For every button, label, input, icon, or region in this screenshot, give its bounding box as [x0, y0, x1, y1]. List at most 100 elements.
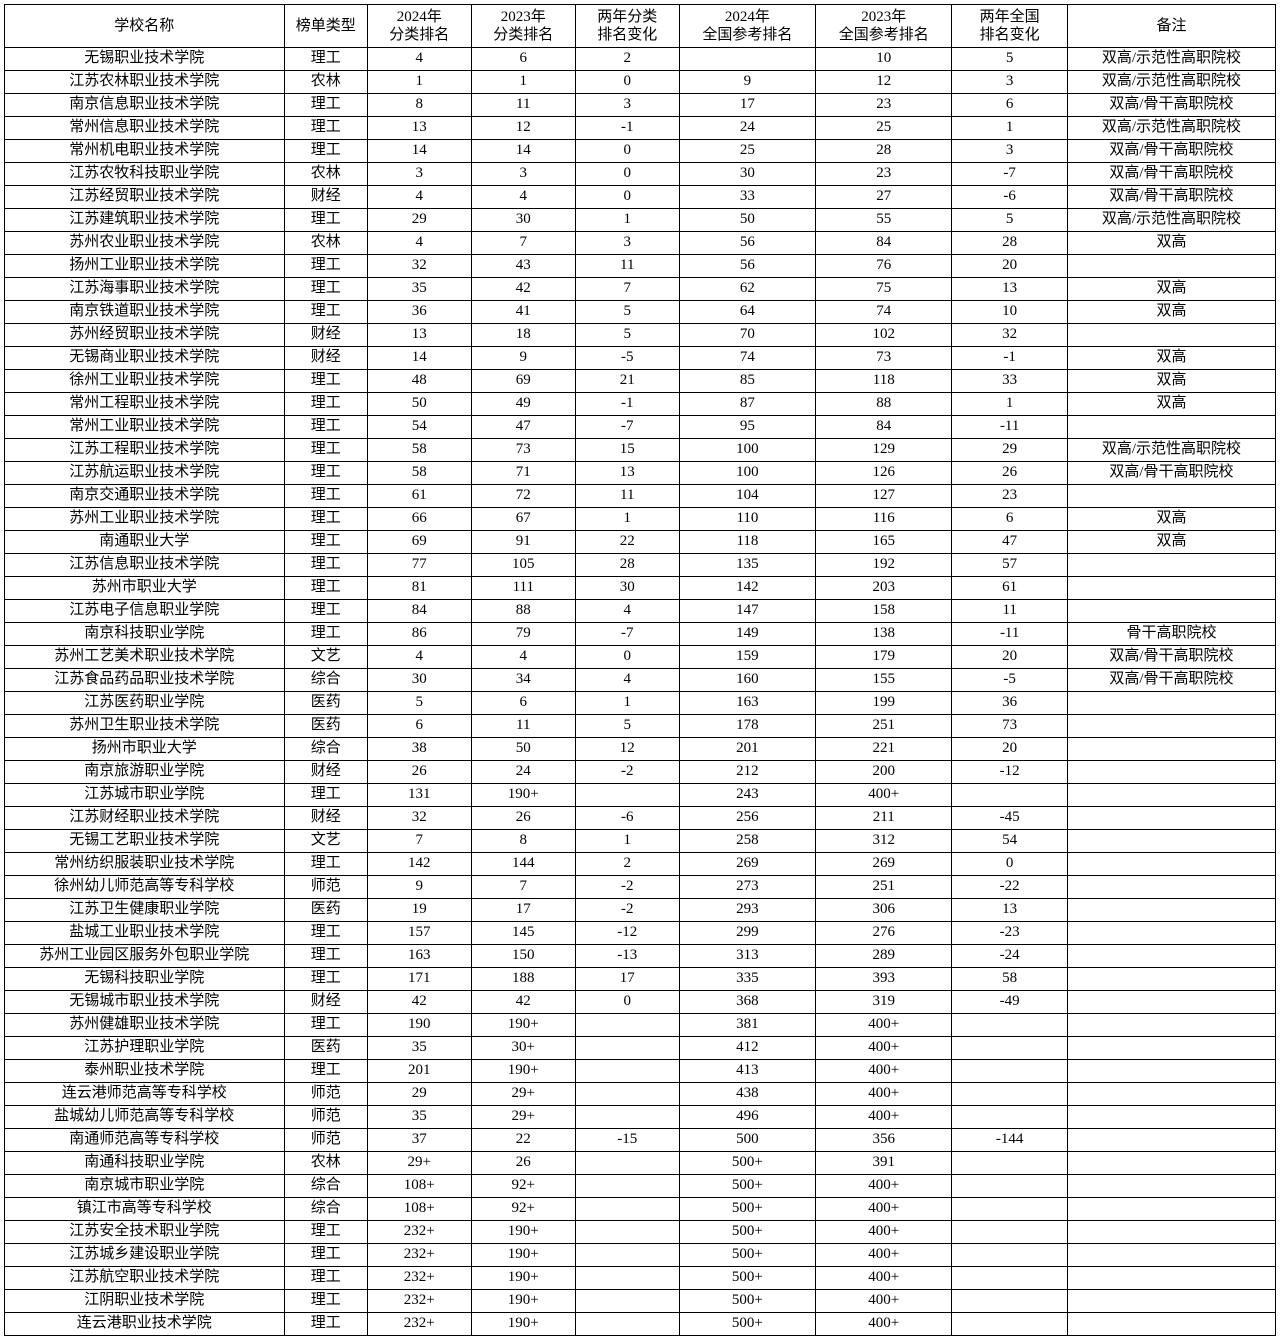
cell-school: 江苏城乡建设职业学院 — [5, 1244, 285, 1267]
cell-r2024nat: 438 — [679, 1083, 815, 1106]
cell-r2024cat: 32 — [367, 255, 471, 278]
cell-natdelta: 6 — [952, 508, 1068, 531]
cell-catdelta — [575, 1014, 679, 1037]
cell-school: 苏州卫生职业技术学院 — [5, 715, 285, 738]
cell-school: 江苏航运职业技术学院 — [5, 462, 285, 485]
cell-r2024nat: 56 — [679, 255, 815, 278]
cell-catdelta: 17 — [575, 968, 679, 991]
cell-school: 常州纺织服装职业技术学院 — [5, 853, 285, 876]
cell-type: 理工 — [284, 1221, 367, 1244]
cell-r2024nat: 110 — [679, 508, 815, 531]
cell-natdelta: -22 — [952, 876, 1068, 899]
cell-note: 双高/示范性高职院校 — [1067, 439, 1275, 462]
cell-school: 江苏电子信息职业学院 — [5, 600, 285, 623]
table-row: 江苏航空职业技术学院理工232+190+500+400+ — [5, 1267, 1276, 1290]
cell-r2023cat: 42 — [471, 278, 575, 301]
cell-r2023nat: 211 — [816, 807, 952, 830]
cell-r2023cat: 145 — [471, 922, 575, 945]
cell-type: 医药 — [284, 692, 367, 715]
cell-catdelta: 3 — [575, 94, 679, 117]
cell-note: 双高 — [1067, 531, 1275, 554]
cell-r2024cat: 26 — [367, 761, 471, 784]
cell-catdelta: 13 — [575, 462, 679, 485]
cell-r2024cat: 201 — [367, 1060, 471, 1083]
cell-school: 苏州工艺美术职业技术学院 — [5, 646, 285, 669]
table-row: 盐城工业职业技术学院理工157145-12299276-23 — [5, 922, 1276, 945]
cell-r2023nat: 400+ — [816, 784, 952, 807]
cell-natdelta — [952, 1037, 1068, 1060]
cell-school: 南通科技职业学院 — [5, 1152, 285, 1175]
cell-r2024nat: 299 — [679, 922, 815, 945]
cell-r2024cat: 8 — [367, 94, 471, 117]
cell-note — [1067, 784, 1275, 807]
cell-type: 理工 — [284, 531, 367, 554]
cell-r2024cat: 14 — [367, 347, 471, 370]
cell-note — [1067, 715, 1275, 738]
cell-natdelta — [952, 1221, 1068, 1244]
cell-r2024cat: 108+ — [367, 1175, 471, 1198]
cell-r2024nat: 335 — [679, 968, 815, 991]
cell-note: 双高 — [1067, 301, 1275, 324]
cell-r2023cat: 1 — [471, 71, 575, 94]
cell-r2023nat: 251 — [816, 876, 952, 899]
cell-school: 常州工业职业技术学院 — [5, 416, 285, 439]
cell-school: 江苏农牧科技职业学院 — [5, 163, 285, 186]
cell-natdelta: 33 — [952, 370, 1068, 393]
cell-school: 连云港师范高等专科学校 — [5, 1083, 285, 1106]
cell-note — [1067, 876, 1275, 899]
cell-type: 理工 — [284, 117, 367, 140]
cell-r2024nat: 500+ — [679, 1244, 815, 1267]
cell-type: 理工 — [284, 393, 367, 416]
cell-catdelta: 11 — [575, 255, 679, 278]
cell-r2023nat: 276 — [816, 922, 952, 945]
cell-r2023nat: 102 — [816, 324, 952, 347]
cell-catdelta: -13 — [575, 945, 679, 968]
table-row: 南京城市职业学院综合108+92+500+400+ — [5, 1175, 1276, 1198]
cell-r2024nat: 243 — [679, 784, 815, 807]
cell-school: 盐城工业职业技术学院 — [5, 922, 285, 945]
cell-school: 江苏建筑职业技术学院 — [5, 209, 285, 232]
cell-note — [1067, 1060, 1275, 1083]
cell-catdelta: 1 — [575, 508, 679, 531]
cell-catdelta — [575, 1106, 679, 1129]
cell-r2023cat: 6 — [471, 692, 575, 715]
cell-natdelta: -23 — [952, 922, 1068, 945]
cell-natdelta — [952, 1083, 1068, 1106]
cell-r2024nat: 201 — [679, 738, 815, 761]
cell-note — [1067, 1175, 1275, 1198]
cell-r2024cat: 32 — [367, 807, 471, 830]
cell-school: 无锡工艺职业技术学院 — [5, 830, 285, 853]
cell-school: 南京交通职业技术学院 — [5, 485, 285, 508]
cell-r2024cat: 69 — [367, 531, 471, 554]
cell-natdelta: -24 — [952, 945, 1068, 968]
cell-r2024cat: 13 — [367, 117, 471, 140]
cell-type: 财经 — [284, 991, 367, 1014]
cell-r2023cat: 79 — [471, 623, 575, 646]
cell-catdelta — [575, 1037, 679, 1060]
cell-r2023nat: 221 — [816, 738, 952, 761]
cell-note — [1067, 255, 1275, 278]
cell-r2023nat: 192 — [816, 554, 952, 577]
cell-note — [1067, 324, 1275, 347]
cell-r2024cat: 4 — [367, 232, 471, 255]
cell-catdelta: 12 — [575, 738, 679, 761]
cell-note — [1067, 416, 1275, 439]
cell-catdelta: 22 — [575, 531, 679, 554]
cell-r2024nat: 178 — [679, 715, 815, 738]
cell-note — [1067, 1221, 1275, 1244]
cell-note — [1067, 1037, 1275, 1060]
cell-r2023nat: 400+ — [816, 1244, 952, 1267]
table-row: 无锡科技职业学院理工1711881733539358 — [5, 968, 1276, 991]
table-row: 苏州健雄职业技术学院理工190190+381400+ — [5, 1014, 1276, 1037]
cell-type: 农林 — [284, 71, 367, 94]
table-row: 江苏安全技术职业学院理工232+190+500+400+ — [5, 1221, 1276, 1244]
cell-r2024cat: 48 — [367, 370, 471, 393]
table-row: 江苏农林职业技术学院农林1109123双高/示范性高职院校 — [5, 71, 1276, 94]
cell-type: 理工 — [284, 48, 367, 71]
table-row: 扬州工业职业技术学院理工324311567620 — [5, 255, 1276, 278]
cell-note: 双高/示范性高职院校 — [1067, 71, 1275, 94]
cell-note — [1067, 577, 1275, 600]
cell-note: 双高/示范性高职院校 — [1067, 209, 1275, 232]
table-row: 江苏财经职业技术学院财经3226-6256211-45 — [5, 807, 1276, 830]
cell-r2024nat: 87 — [679, 393, 815, 416]
